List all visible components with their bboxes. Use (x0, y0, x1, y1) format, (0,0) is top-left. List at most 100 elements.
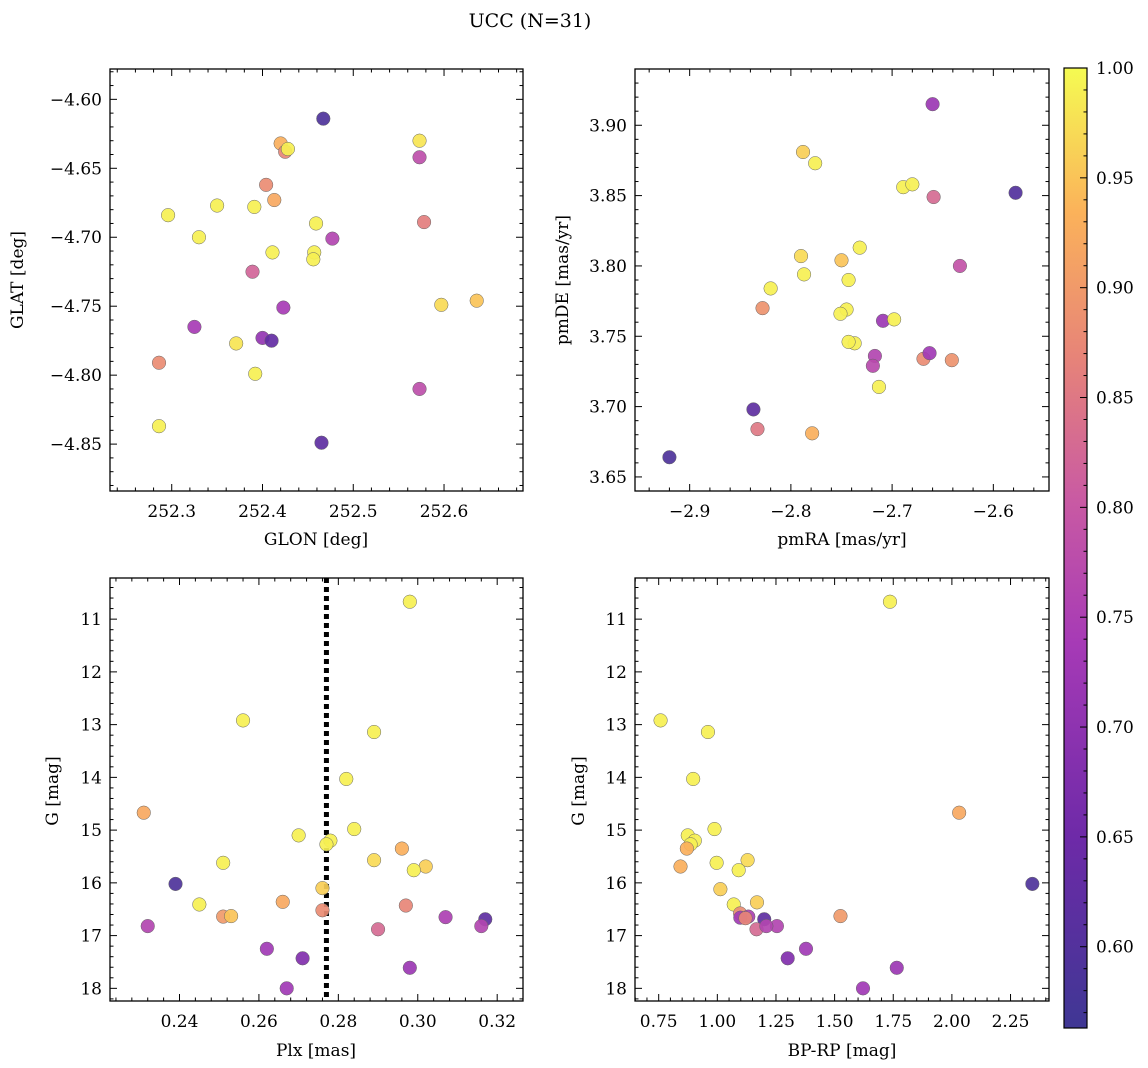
scatter-point (780, 951, 795, 966)
scatter-point (834, 253, 849, 268)
x-tick-label: 0.32 (478, 1012, 516, 1032)
scatter-point (795, 144, 811, 160)
scatter-point (168, 876, 183, 891)
scatter-point (339, 771, 354, 787)
y-tick-label: −4.65 (50, 159, 102, 179)
scatter-point (707, 822, 722, 837)
scatter-point (291, 828, 306, 843)
x-tick-label: 0.30 (399, 1012, 437, 1032)
y-tick-label: 13 (80, 716, 102, 736)
colorbar-tick-label: 0.75 (1096, 608, 1134, 628)
y-axis-label: G [mag] (43, 756, 63, 825)
scatter-point (865, 358, 880, 373)
scatter-point (406, 863, 421, 878)
colorbar-tick-label: 0.65 (1096, 828, 1134, 848)
panel-cmd: 0.75 1.00 1.25 1.50 1.75 2.00 2.25 11 12 13 14 15 16… (569, 577, 1050, 1061)
scatter-point (398, 898, 413, 913)
scatter-point (1025, 876, 1040, 891)
scatter-point (279, 981, 294, 996)
scatter-point (308, 216, 324, 231)
y-tick-label: 18 (605, 979, 627, 999)
scatter-point (264, 333, 279, 348)
scatter-point (315, 903, 330, 918)
scatter-point (319, 837, 334, 852)
x-tick-label: 2.25 (992, 1012, 1030, 1032)
scatter-point (438, 910, 453, 925)
scatter-point (229, 336, 244, 351)
scatter-point (662, 450, 677, 465)
y-axis-label: GLAT [deg] (8, 231, 28, 329)
scatter-point (151, 355, 167, 370)
scatter-point (235, 713, 251, 728)
scatter-point (746, 402, 761, 417)
scatter-point (841, 272, 856, 288)
scatter-point (763, 281, 778, 296)
scatter-point (210, 198, 225, 213)
panel-pm: −2.9 −2.8 −2.7 −2.6 3.65 3.70 3.75 3.80 3.85 3.90… (553, 68, 1050, 550)
scatter-point (325, 231, 340, 246)
scatter-point (1008, 185, 1023, 200)
y-tick-label: 18 (80, 979, 102, 999)
colorbar-tick-label: 0.80 (1096, 498, 1134, 518)
x-tick-label: 1.25 (757, 1012, 795, 1032)
scatter-point (833, 909, 848, 924)
x-tick-label: 0.24 (161, 1012, 199, 1032)
scatter-point (686, 771, 701, 787)
y-tick-label: −4.80 (50, 366, 102, 386)
y-tick-label: 3.70 (589, 398, 627, 418)
y-tick-label: −4.70 (50, 228, 102, 248)
scatter-point (474, 919, 489, 934)
colorbar-tick-label: 1.00 (1096, 59, 1134, 79)
scatter-point (161, 208, 176, 223)
scatter-point (944, 353, 959, 368)
scatter-point (700, 724, 715, 740)
x-tick-label: 0.75 (640, 1012, 678, 1032)
scatter-point (259, 941, 274, 956)
scatter-point (136, 805, 151, 820)
scatter-point (905, 177, 920, 192)
scatter-point (673, 859, 688, 874)
y-tick-label: 3.75 (589, 327, 627, 347)
scatter-point (306, 252, 321, 267)
scatter-point (852, 240, 867, 255)
y-tick-label: 12 (80, 663, 102, 683)
scatter-point (738, 911, 753, 926)
scatter-point (679, 841, 694, 856)
scatter-point (889, 960, 904, 975)
scatter-point (749, 895, 765, 910)
axes-frame (109, 68, 524, 492)
y-axis-label: pmDE [mas/yr] (553, 215, 573, 345)
scatter-point (750, 422, 765, 437)
scatter-point (833, 306, 848, 321)
x-tick-label: 1.00 (698, 1012, 736, 1032)
y-tick-label: 14 (80, 768, 102, 788)
scatter-point (709, 855, 724, 870)
scatter-point (418, 859, 433, 874)
scatter-point (855, 981, 871, 996)
scatter-point (793, 249, 809, 264)
scatter-point (245, 264, 260, 279)
scatter-point (871, 379, 886, 394)
scatter-point (798, 941, 814, 956)
scatter-point (248, 366, 263, 381)
x-axis-label: GLON [deg] (264, 530, 368, 550)
scatter-point (192, 897, 207, 912)
y-tick-label: 3.65 (589, 468, 627, 488)
scatter-point (412, 133, 427, 148)
colorbar-tick-label: 0.95 (1096, 169, 1134, 189)
scatter-point (882, 594, 898, 609)
x-tick-label: 252.6 (420, 502, 469, 522)
scatter-point (187, 319, 202, 334)
colorbar-tick-label: 0.60 (1096, 938, 1134, 958)
y-tick-label: 14 (605, 768, 627, 788)
scatter-point (314, 435, 329, 450)
scatter-point (347, 822, 362, 837)
scatter-point (276, 300, 291, 315)
scatter-point (653, 713, 668, 728)
y-tick-label: 11 (80, 610, 102, 630)
scatter-point (808, 156, 823, 171)
scatter-point (412, 381, 427, 396)
scatter-point (367, 853, 382, 868)
y-tick-label: 16 (80, 874, 102, 894)
